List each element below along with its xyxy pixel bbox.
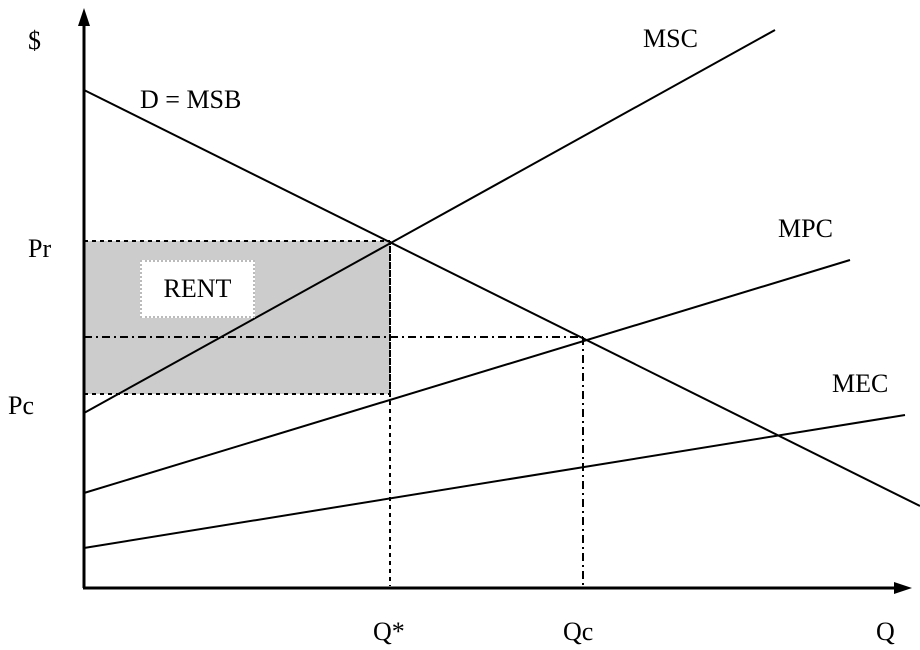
msc-line bbox=[83, 29, 776, 414]
x-axis-arrowhead bbox=[894, 582, 912, 594]
y-axis-arrowhead bbox=[78, 8, 90, 26]
msc-label: MSC bbox=[643, 24, 698, 53]
q-star-label: Q* bbox=[373, 617, 405, 646]
rent-label: RENT bbox=[140, 260, 255, 318]
x-axis-label: Q bbox=[876, 617, 895, 646]
mpc-label: MPC bbox=[778, 214, 833, 243]
y-axis-label: $ bbox=[28, 26, 41, 55]
pr-label: Pr bbox=[28, 234, 52, 263]
mec-line bbox=[83, 414, 906, 549]
pc-label: Pc bbox=[8, 391, 34, 420]
demand-msb-line bbox=[83, 89, 920, 507]
qc-label: Qc bbox=[563, 617, 594, 646]
mec-label: MEC bbox=[832, 369, 889, 398]
demand-label: D = MSB bbox=[140, 85, 242, 114]
mpc-line bbox=[83, 259, 851, 494]
